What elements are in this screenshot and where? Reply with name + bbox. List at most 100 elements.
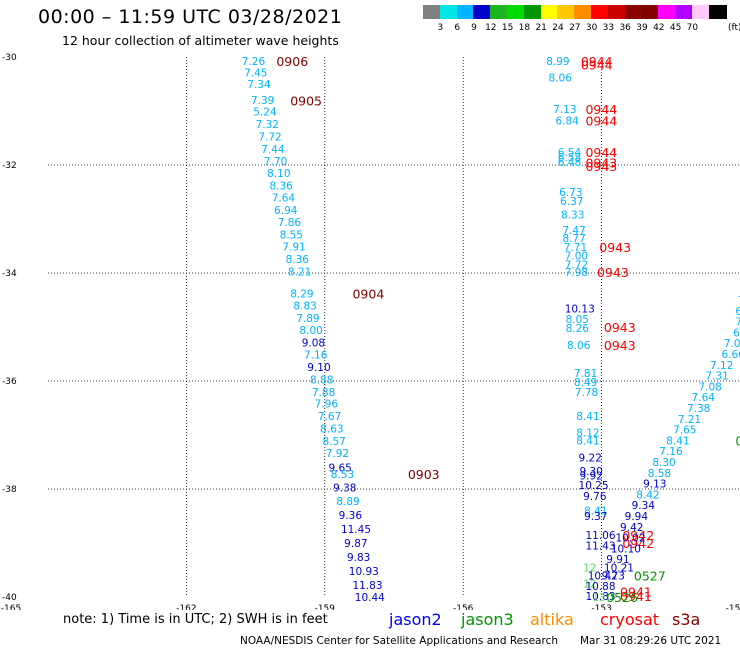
wave-height-label: 6 xyxy=(735,306,740,318)
wave-height-label: 8.30 xyxy=(652,457,675,469)
legend-label: 33 xyxy=(602,23,615,33)
wave-height-label: 6.94 xyxy=(274,205,298,217)
wave-height-label: 7.64 xyxy=(272,192,296,204)
wave-height-label: 6.42 xyxy=(733,327,740,339)
legend-unit: (ft) xyxy=(728,23,740,33)
wave-height-label: 8.10 xyxy=(267,168,290,180)
satellite-altika: altika xyxy=(530,610,574,629)
wave-height-label: 8.42 xyxy=(636,489,659,501)
wave-height-label: 7.34 xyxy=(247,79,271,91)
time-label: 0941 xyxy=(620,589,652,604)
wave-height-label: 8.77 xyxy=(562,233,585,245)
wave-height-label: 7.67 xyxy=(318,411,341,423)
y-tick-label: -30 xyxy=(2,53,17,63)
credit-line: NOAA/NESDIS Center for Satellite Applica… xyxy=(240,635,558,647)
wave-height-label: 11.83 xyxy=(352,580,382,592)
wave-height-label: 8.41 xyxy=(576,435,599,447)
wave-height-label: 9.38 xyxy=(333,482,356,494)
wave-height-label: 10.13 xyxy=(565,304,595,316)
legend-swatch xyxy=(691,5,710,19)
x-tick-label: -159 xyxy=(315,604,336,610)
legend-label: 15 xyxy=(501,23,514,33)
wave-height-label: 9.13 xyxy=(643,479,666,491)
legend-label: 24 xyxy=(552,23,564,33)
wave-height-label: 8.12 xyxy=(576,427,599,439)
legend-swatch xyxy=(624,5,643,19)
legend-swatch xyxy=(507,5,525,19)
wave-height-label: 8.89 xyxy=(336,496,359,508)
data-marks: 7.267.457.347.395.247.327.727.447.708.10… xyxy=(242,54,740,605)
wave-height-label: 10.21 xyxy=(604,562,634,574)
time-label: 0906 xyxy=(276,54,308,69)
legend-label: 36 xyxy=(619,23,631,33)
wave-height-label: 9.42 xyxy=(620,522,643,534)
time-label: 0943 xyxy=(604,320,636,335)
wave-height-label: 12 xyxy=(583,579,596,591)
wave-height-label: 8.41 xyxy=(666,435,689,447)
legend-swatch xyxy=(490,5,509,19)
wave-height-label: 7.91 xyxy=(282,242,305,254)
wave-height-label: 7.88 xyxy=(312,387,335,399)
wave-height-label: 9.22 xyxy=(579,453,602,465)
wave-height-label: 8.41 xyxy=(576,411,599,423)
legend-swatch xyxy=(574,5,593,19)
wave-height-label: 9.37 xyxy=(584,511,607,523)
wave-height-label: 8.55 xyxy=(280,230,303,242)
x-tick-label: -15 xyxy=(726,604,740,610)
wave-height-label: 5.24 xyxy=(253,107,277,119)
wave-height-label: 9.76 xyxy=(583,491,607,503)
legend-label: 18 xyxy=(518,23,531,33)
time-label: 0943 xyxy=(585,159,617,174)
wave-height-label: 7.47 xyxy=(562,225,585,237)
wave-height-label: 9.94 xyxy=(625,511,649,523)
wave-height-label: 8.29 xyxy=(290,289,313,301)
legend-label: 3 xyxy=(437,23,444,33)
wave-height-label: 7.92 xyxy=(326,448,349,460)
time-label: 0903 xyxy=(408,467,440,482)
wave-height-label: 8.88 xyxy=(310,374,333,386)
wave-height-label: 9.08 xyxy=(302,338,325,350)
x-tick-label: -162 xyxy=(176,604,196,610)
wave-height-label: 8.33 xyxy=(561,210,584,222)
wave-height-label: 6.48 xyxy=(558,157,581,169)
wave-height-label: 8.36 xyxy=(269,181,293,193)
axis-ticks: -165 -162 -159 -156 -153 -15 -30 -32 -34 -36 -38 -4… xyxy=(1,53,740,610)
legend-label: 27 xyxy=(569,23,581,33)
wave-height-label: 7.26 xyxy=(242,56,266,68)
wave-height-label: 7.70 xyxy=(264,156,287,168)
legend-swatch xyxy=(607,5,626,19)
time-label: 0943 xyxy=(597,265,629,280)
legend-swatch xyxy=(439,5,458,19)
wave-height-label: 11.45 xyxy=(341,524,371,536)
wave-height-label: 7.07 xyxy=(724,338,740,350)
wave-height-label: 9.83 xyxy=(347,552,370,564)
legend-label: 45 xyxy=(669,23,682,33)
wave-height-label: 12 xyxy=(583,562,596,574)
satellite-jason2: jason2 xyxy=(389,610,442,629)
wave-height-label: 9.91 xyxy=(606,554,629,566)
legend-swatch xyxy=(473,5,492,19)
wave-height-label: 9.65 xyxy=(328,462,351,474)
series-cryosat: 8.99 8.06 7.136.84 6.546.586.48 6.736.37 8.33… xyxy=(546,54,654,604)
wave-height-label: 7.44 xyxy=(261,144,285,156)
legend-label: 9 xyxy=(471,23,477,33)
time-label: 0944 xyxy=(581,58,613,73)
legend-swatch xyxy=(591,5,609,19)
grid-lines xyxy=(48,57,740,597)
wave-height-label: 7.98 xyxy=(565,267,588,279)
wave-height-label: 11.06 xyxy=(585,530,615,542)
wave-height-label: 9.34 xyxy=(632,500,656,512)
legend-label: 42 xyxy=(653,23,665,33)
y-tick-label: -36 xyxy=(2,377,17,387)
wave-height-label: 7.39 xyxy=(251,95,274,107)
series-jason2: 7.267.457.34 7.395.247.327.727.447.708.10… xyxy=(242,54,440,604)
wave-height-label: 7 xyxy=(738,295,740,307)
wave-height-label: 7.21 xyxy=(678,414,701,426)
time-label: 0944 xyxy=(581,54,613,69)
wave-height-label: 8.57 xyxy=(322,436,345,448)
wave-height-label: 10.25 xyxy=(579,480,609,492)
legend-label: 6 xyxy=(454,23,461,33)
wave-height-label: 7.86 xyxy=(278,217,302,229)
wave-height-label: 10.88 xyxy=(585,581,615,593)
wave-height-label: 8.26 xyxy=(566,323,590,335)
